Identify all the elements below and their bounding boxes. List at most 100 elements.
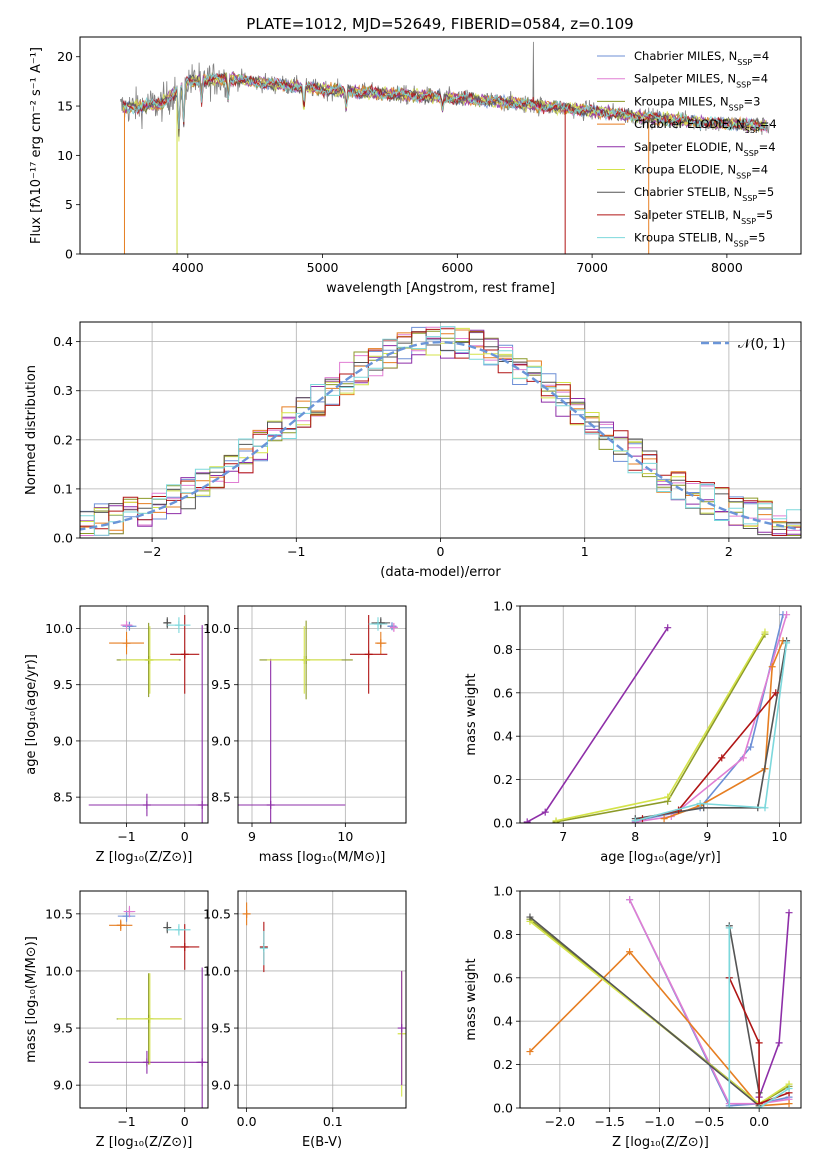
data-point-marker [389,623,398,632]
y-tick-label: 0 [65,247,73,262]
y-tick-label: 0.4 [53,334,73,349]
data-point-marker [174,621,183,630]
y-tick-label: 9.0 [211,1078,231,1093]
legend-subscript: SSP [729,103,744,112]
y-tick-label: 0.2 [493,1057,513,1072]
panel-age-vs-z: −1 0 8.5 9.0 9.5 10.0 Z [log₁₀(Z/Z⊙)] age [log₁… [24,605,209,865]
x-tick-label: −1.0 [644,1114,674,1129]
data-point-marker [718,754,726,762]
y-tick-label: 0.0 [53,531,73,546]
legend-subscript: SSP [736,171,751,180]
y-tick-label: 10.0 [45,963,73,978]
data-point-marker [526,913,534,921]
data-point-marker [664,793,672,801]
y-tick-label: 0.2 [493,772,513,787]
y-tick-label: 0.8 [493,927,513,942]
x-axis-label: (data-model)/error [380,565,501,580]
data-point-marker [626,896,634,904]
y-tick-label: 10 [57,148,73,163]
data-point-marker [739,754,747,762]
y-tick-label: 0.1 [53,481,73,496]
y-axis-label: mass weight [464,673,479,755]
axes-frame [237,605,407,824]
data-point-marker [180,650,189,659]
y-axis-label: age [log₁₀(age/yr)] [24,654,39,775]
y-tick-label: 9.5 [53,1021,73,1036]
y-tick-label: 0.2 [53,432,73,447]
legend-entry-label: Kroupa ELODIE, NSSP=4 [634,163,768,181]
legend-subscript: SSP [745,126,760,135]
x-axis-label: Z [log₁₀(Z/Z⊙)] [96,850,193,865]
axes-frame [79,605,209,824]
data-point-marker [664,624,672,632]
panel-weight-vs-z: −2.0 −1.5 −1.0 −0.5 0.0 0.0 0.2 0.4 0.6 0.8 1.0 Z [… [464,884,802,1150]
x-tick-label: −1.5 [595,1114,625,1129]
y-tick-label: 0.3 [53,383,73,398]
plot-area-residuals [80,326,801,536]
weight-line-3 [529,950,790,1107]
y-axis-label: Normed distribution [24,365,39,495]
x-tick-label: 0.0 [237,1114,257,1129]
residual-histogram-8 [80,326,801,536]
legend-subscript: SSP [742,194,757,203]
y-tick-label: 10.5 [203,906,231,921]
axes-frame [79,890,209,1109]
x-tick-label: 6000 [441,260,473,275]
data-point-marker [397,1024,406,1033]
data-point-marker [180,942,189,951]
y-tick-label: 20 [57,49,73,64]
x-tick-label: 0.1 [323,1114,343,1129]
legend-value: =4 [760,117,777,131]
weight-line-1 [628,899,790,1105]
data-point-marker [388,622,396,631]
y-tick-label: 0.4 [493,729,513,744]
plot-area-weight-vs-z [526,896,793,1108]
x-tick-label: 7 [559,829,567,844]
legend-entry-label: Kroupa STELIB, NSSP=5 [634,231,765,249]
y-tick-label: 10.0 [203,963,231,978]
data-point-marker [242,909,251,918]
y-tick-label: 0.6 [493,685,513,700]
data-point-marker [259,944,268,953]
reference-normal-curve [80,340,801,531]
data-point-marker [768,663,776,671]
data-point-marker [174,925,183,934]
y-tick-label: 10.0 [45,621,73,636]
legend-entry-label: Chabrier STELIB, NSSP=5 [634,185,774,203]
axes-frame [79,321,802,539]
y-tick-label: 9.5 [211,677,231,692]
data-point-marker [747,743,755,751]
y-tick-label: 10.0 [203,621,231,636]
y-tick-label: 10.5 [45,906,73,921]
data-point-marker [783,611,791,619]
y-tick-label: 9.0 [211,733,231,748]
data-point-marker [523,818,531,823]
x-axis-label: age [log₁₀(age/yr)] [600,850,721,865]
data-point-marker [696,799,704,807]
data-point-marker [785,1100,793,1108]
y-tick-label: 5 [65,197,73,212]
data-point-marker [374,619,382,628]
panel-mass-vs-ebv: 0.0 0.1 9.0 9.5 10.0 10.5 E(B-V) [203,890,407,1150]
x-tick-label: 8 [631,829,639,844]
y-tick-label: 0.8 [493,642,513,657]
x-tick-label: −1 [287,544,305,559]
x-tick-label: 0 [181,829,189,844]
model-spectrum-8 [122,72,768,132]
weight-line-1 [635,614,788,823]
data-point-marker [775,1039,783,1047]
axes-frame [519,605,802,824]
x-tick-label: 5000 [307,260,339,275]
x-tick-label: 0 [437,544,445,559]
x-axis-label: wavelength [Angstrom, rest frame] [326,281,555,296]
data-point-marker [198,1058,207,1067]
panel-spectrum: 4000 5000 6000 7000 8000 0 5 10 15 20 wavelength [… [29,36,802,296]
y-tick-label: 8.5 [211,790,231,805]
y-tick-label: 9.0 [53,733,73,748]
data-point-marker [725,924,733,932]
x-tick-label: −2.0 [545,1114,575,1129]
x-tick-label: −1 [117,829,135,844]
y-tick-label: 0.0 [493,816,513,831]
data-point-marker [700,804,708,812]
data-point-marker [122,621,131,630]
